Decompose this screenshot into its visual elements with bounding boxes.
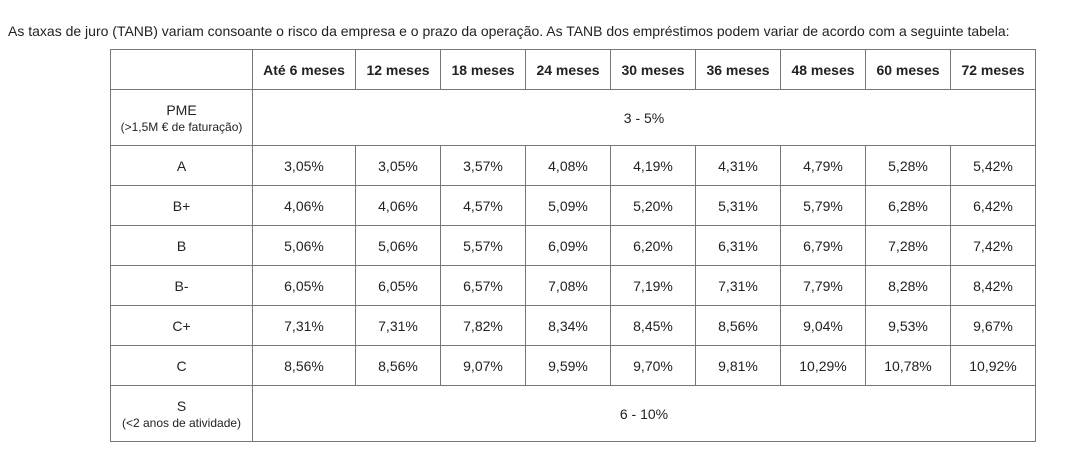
rate-cell: 10,92% [950, 345, 1036, 386]
rates-table: Até 6 meses 12 meses 18 meses 24 meses 3… [110, 49, 1036, 442]
rating-rows: A 3,05% 3,05% 3,57% 4,08% 4,19% 4,31% 4,79% 5,28… [110, 145, 1036, 386]
rate-cell: 7,31% [695, 265, 781, 306]
rate-cell: 4,19% [610, 145, 696, 186]
s-range: 6 - 10% [252, 385, 1036, 442]
s-row: S (<2 anos de atividade) 6 - 10% [110, 385, 1036, 442]
column-header: 60 meses [865, 49, 951, 90]
rating-label: C [110, 345, 253, 386]
rate-cell: 5,57% [440, 225, 526, 266]
rate-cell: 9,07% [440, 345, 526, 386]
pme-range: 3 - 5% [252, 89, 1036, 146]
rate-cell: 5,06% [252, 225, 356, 266]
column-header: 12 meses [355, 49, 441, 90]
rate-cell: 3,05% [252, 145, 356, 186]
rate-cell: 4,57% [440, 185, 526, 226]
s-label: S [176, 397, 187, 414]
rate-cell: 5,28% [865, 145, 951, 186]
column-header: 48 meses [780, 49, 866, 90]
rate-cell: 6,28% [865, 185, 951, 226]
rate-cell: 6,57% [440, 265, 526, 306]
pme-sublabel: (>1,5M € de faturação) [120, 119, 243, 134]
rate-cell: 4,08% [525, 145, 611, 186]
table-row: C 8,56% 8,56% 9,07% 9,59% 9,70% 9,81% 10,29% 10,… [110, 345, 1036, 386]
rate-cell: 8,42% [950, 265, 1036, 306]
rate-cell: 4,06% [355, 185, 441, 226]
rate-cell: 8,56% [252, 345, 356, 386]
rate-cell: 9,04% [780, 305, 866, 346]
rate-cell: 7,08% [525, 265, 611, 306]
rate-cell: 4,06% [252, 185, 356, 226]
rate-cell: 7,82% [440, 305, 526, 346]
column-header: 36 meses [695, 49, 781, 90]
rate-cell: 5,79% [780, 185, 866, 226]
table-row: C+ 7,31% 7,31% 7,82% 8,34% 8,45% 8,56% 9,04% 9,5… [110, 305, 1036, 346]
rate-cell: 7,28% [865, 225, 951, 266]
rate-cell: 7,31% [252, 305, 356, 346]
rate-cell: 10,29% [780, 345, 866, 386]
rate-cell: 5,42% [950, 145, 1036, 186]
column-header: 24 meses [525, 49, 611, 90]
rate-cell: 9,59% [525, 345, 611, 386]
rating-label: B- [110, 265, 253, 306]
pme-row: PME (>1,5M € de faturação) 3 - 5% [110, 89, 1036, 146]
corner-cell [110, 49, 253, 90]
rate-cell: 5,06% [355, 225, 441, 266]
rate-cell: 9,81% [695, 345, 781, 386]
rate-cell: 8,28% [865, 265, 951, 306]
rate-cell: 7,79% [780, 265, 866, 306]
rate-cell: 8,56% [695, 305, 781, 346]
rating-label: C+ [110, 305, 253, 346]
table-row: B 5,06% 5,06% 5,57% 6,09% 6,20% 6,31% 6,79% 7,28… [110, 225, 1036, 266]
header-row: Até 6 meses 12 meses 18 meses 24 meses 3… [110, 49, 1036, 90]
rate-cell: 3,57% [440, 145, 526, 186]
rate-cell: 8,34% [525, 305, 611, 346]
s-sublabel: (<2 anos de atividade) [121, 415, 242, 430]
rate-cell: 4,79% [780, 145, 866, 186]
s-label-cell: S (<2 anos de atividade) [110, 385, 253, 442]
rate-cell: 6,31% [695, 225, 781, 266]
rate-cell: 7,19% [610, 265, 696, 306]
rate-cell: 5,09% [525, 185, 611, 226]
rating-label: B [110, 225, 253, 266]
rate-cell: 9,67% [950, 305, 1036, 346]
rate-cell: 3,05% [355, 145, 441, 186]
table-row: A 3,05% 3,05% 3,57% 4,08% 4,19% 4,31% 4,79% 5,28… [110, 145, 1036, 186]
rate-cell: 6,42% [950, 185, 1036, 226]
rate-cell: 4,31% [695, 145, 781, 186]
table-row: B- 6,05% 6,05% 6,57% 7,08% 7,19% 7,31% 7,79% 8,2… [110, 265, 1036, 306]
column-header: 30 meses [610, 49, 696, 90]
pme-label-cell: PME (>1,5M € de faturação) [110, 89, 253, 146]
rate-cell: 7,42% [950, 225, 1036, 266]
table-row: B+ 4,06% 4,06% 4,57% 5,09% 5,20% 5,31% 5,79% 6,2… [110, 185, 1036, 226]
rate-cell: 6,20% [610, 225, 696, 266]
rating-label: A [110, 145, 253, 186]
intro-paragraph: As taxas de juro (TANB) variam consoante… [8, 23, 1010, 39]
column-header: 72 meses [950, 49, 1036, 90]
column-header: Até 6 meses [252, 49, 356, 90]
rate-cell: 6,05% [252, 265, 356, 306]
pme-label: PME [166, 101, 197, 118]
rate-cell: 9,70% [610, 345, 696, 386]
rate-cell: 5,31% [695, 185, 781, 226]
rate-cell: 6,05% [355, 265, 441, 306]
rate-cell: 6,79% [780, 225, 866, 266]
rate-cell: 8,45% [610, 305, 696, 346]
rate-cell: 6,09% [525, 225, 611, 266]
rate-cell: 9,53% [865, 305, 951, 346]
rate-cell: 7,31% [355, 305, 441, 346]
rate-cell: 10,78% [865, 345, 951, 386]
column-header: 18 meses [440, 49, 526, 90]
rating-label: B+ [110, 185, 253, 226]
rate-cell: 5,20% [610, 185, 696, 226]
rate-cell: 8,56% [355, 345, 441, 386]
